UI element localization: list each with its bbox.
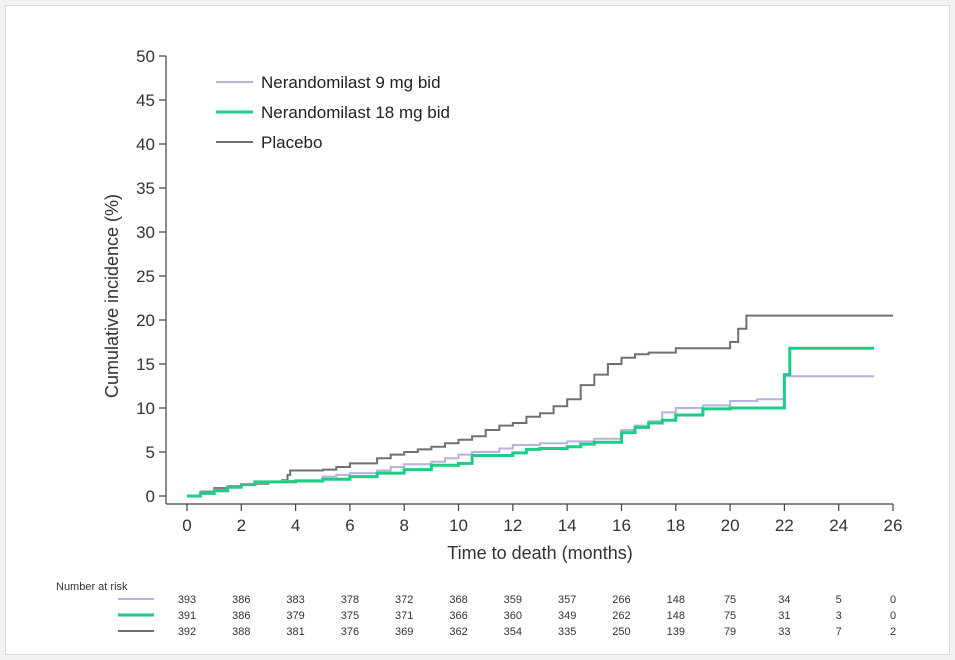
- legend-label: Nerandomilast 18 mg bid: [261, 103, 450, 122]
- x-tick-label: 22: [775, 516, 794, 535]
- risk-cell: 75: [724, 610, 736, 622]
- x-tick-label: 4: [291, 516, 300, 535]
- risk-cell: 392: [178, 626, 196, 638]
- risk-cell: 371: [395, 610, 413, 622]
- risk-cell: 381: [286, 626, 304, 638]
- y-tick-label: 30: [136, 223, 155, 242]
- x-tick-label: 8: [399, 516, 408, 535]
- risk-cell: 388: [232, 626, 250, 638]
- risk-cell: 393: [178, 594, 196, 606]
- series-line-2: [187, 346, 874, 498]
- risk-cell: 75: [724, 594, 736, 606]
- legend-label: Nerandomilast 9 mg bid: [261, 73, 441, 92]
- risk-cell: 5: [836, 594, 842, 606]
- risk-cell: 148: [667, 610, 685, 622]
- risk-cell: 34: [778, 594, 790, 606]
- risk-cell: 262: [612, 610, 630, 622]
- risk-cell: 366: [449, 610, 467, 622]
- y-tick-label: 5: [146, 443, 155, 462]
- y-tick-label: 0: [146, 487, 155, 506]
- risk-cell: 335: [558, 626, 576, 638]
- risk-cell: 369: [395, 626, 413, 638]
- risk-cell: 360: [504, 610, 522, 622]
- risk-cell: 31: [778, 610, 790, 622]
- risk-cell: 33: [778, 626, 790, 638]
- y-tick-label: 40: [136, 135, 155, 154]
- curves: [187, 314, 893, 498]
- risk-cell: 386: [232, 594, 250, 606]
- y-tick-label: 45: [136, 91, 155, 110]
- x-axis-title: Time to death (months): [447, 543, 632, 563]
- legend-label: Placebo: [261, 133, 322, 152]
- y-tick-label: 15: [136, 355, 155, 374]
- risk-cell: 354: [504, 626, 522, 638]
- risk-cell: 372: [395, 594, 413, 606]
- y-tick-label: 50: [136, 47, 155, 66]
- risk-cell: 139: [667, 626, 685, 638]
- risk-cell: 362: [449, 626, 467, 638]
- risk-cell: 0: [890, 610, 896, 622]
- x-tick-label: 14: [558, 516, 577, 535]
- risk-cell: 0: [890, 594, 896, 606]
- series-line-1: [187, 375, 874, 497]
- series-line-3: [187, 314, 893, 497]
- risk-cell: 376: [341, 626, 359, 638]
- y-axis-title: Cumulative incidence (%): [102, 194, 122, 398]
- risk-cell: 2: [890, 626, 896, 638]
- legend: Nerandomilast 9 mg bid Nerandomilast 18 m…: [216, 73, 450, 152]
- risk-cell: 7: [836, 626, 842, 638]
- y-tick-label: 35: [136, 179, 155, 198]
- risk-cell: 3: [836, 610, 842, 622]
- x-tick-label: 0: [182, 516, 191, 535]
- x-tick-label: 12: [503, 516, 522, 535]
- risk-cell: 386: [232, 610, 250, 622]
- risk-table-title: Number at risk: [56, 581, 128, 593]
- x-tick-label: 10: [449, 516, 468, 535]
- x-tick-label: 16: [612, 516, 631, 535]
- y-tick-label: 20: [136, 311, 155, 330]
- risk-cell: 79: [724, 626, 736, 638]
- risk-cell: 379: [286, 610, 304, 622]
- risk-cell: 359: [504, 594, 522, 606]
- x-tick-label: 20: [721, 516, 740, 535]
- x-tick-label: 2: [237, 516, 246, 535]
- x-tick-label: 26: [884, 516, 903, 535]
- risk-cell: 383: [286, 594, 304, 606]
- y-tick-label: 10: [136, 399, 155, 418]
- figure-panel: 0 5 10 15 20 25 30 35 40 45 50 0 2 4 6 8 10 12 14 16 18 20 22 2…: [5, 5, 950, 655]
- risk-cell: 368: [449, 594, 467, 606]
- risk-cell: 148: [667, 594, 685, 606]
- y-tick-label: 25: [136, 267, 155, 286]
- risk-cell: 378: [341, 594, 359, 606]
- risk-cell: 357: [558, 594, 576, 606]
- risk-cell: 391: [178, 610, 196, 622]
- x-tick-label: 24: [829, 516, 848, 535]
- risk-cell: 250: [612, 626, 630, 638]
- risk-cell: 349: [558, 610, 576, 622]
- x-tick-label: 6: [345, 516, 354, 535]
- risk-cell: 375: [341, 610, 359, 622]
- x-tick-label: 18: [666, 516, 685, 535]
- risk-cell: 266: [612, 594, 630, 606]
